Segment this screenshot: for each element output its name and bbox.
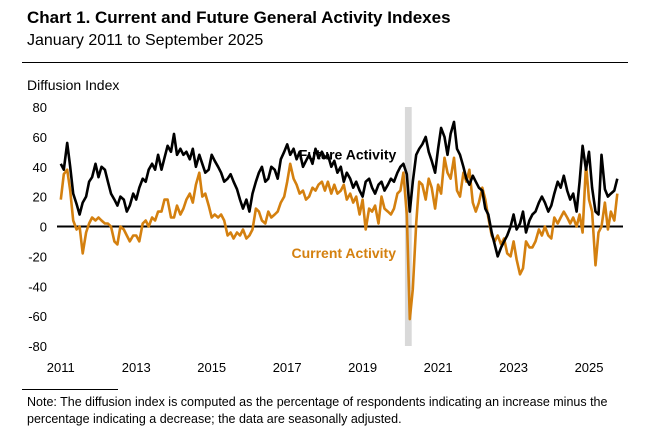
y-tick-label: 20: [33, 190, 47, 205]
current-activity-line: [59, 156, 619, 321]
y-tick-label: -60: [28, 309, 47, 324]
x-tick-label: 2013: [122, 360, 151, 375]
y-tick-label: -40: [28, 279, 47, 294]
x-tick-label: 2025: [575, 360, 604, 375]
y-tick-label: 80: [33, 100, 47, 115]
y-tick-label: 40: [33, 160, 47, 175]
future-activity-line: [59, 120, 619, 258]
x-tick-label: 2021: [424, 360, 453, 375]
x-tick-label: 2017: [273, 360, 302, 375]
current-activity-label: Current Activity: [292, 245, 397, 261]
x-tick-label: 2011: [47, 360, 75, 375]
future-activity-label: Future Activity: [299, 146, 397, 162]
y-tick-label: 0: [40, 220, 47, 235]
chart-title: Chart 1. Current and Future General Acti…: [27, 8, 451, 27]
chart-note: Note: The diffusion index is computed as…: [27, 395, 608, 426]
line-chart: -80 -60 -40 -20 0 20 40 60 80 2011 2013 2015 2017 201…: [28, 100, 623, 375]
x-tick-label: 2019: [348, 360, 377, 375]
y-tick-label: -80: [28, 339, 47, 354]
y-tick-label: -20: [28, 249, 47, 264]
chart-subtitle: January 2011 to September 2025: [27, 32, 264, 49]
header-divider: [22, 62, 628, 63]
y-tick-label: 60: [33, 130, 47, 145]
x-tick-label: 2023: [499, 360, 528, 375]
y-axis-label: Diffusion Index: [27, 77, 120, 93]
note-divider: [22, 389, 118, 390]
x-tick-label: 2015: [197, 360, 226, 375]
